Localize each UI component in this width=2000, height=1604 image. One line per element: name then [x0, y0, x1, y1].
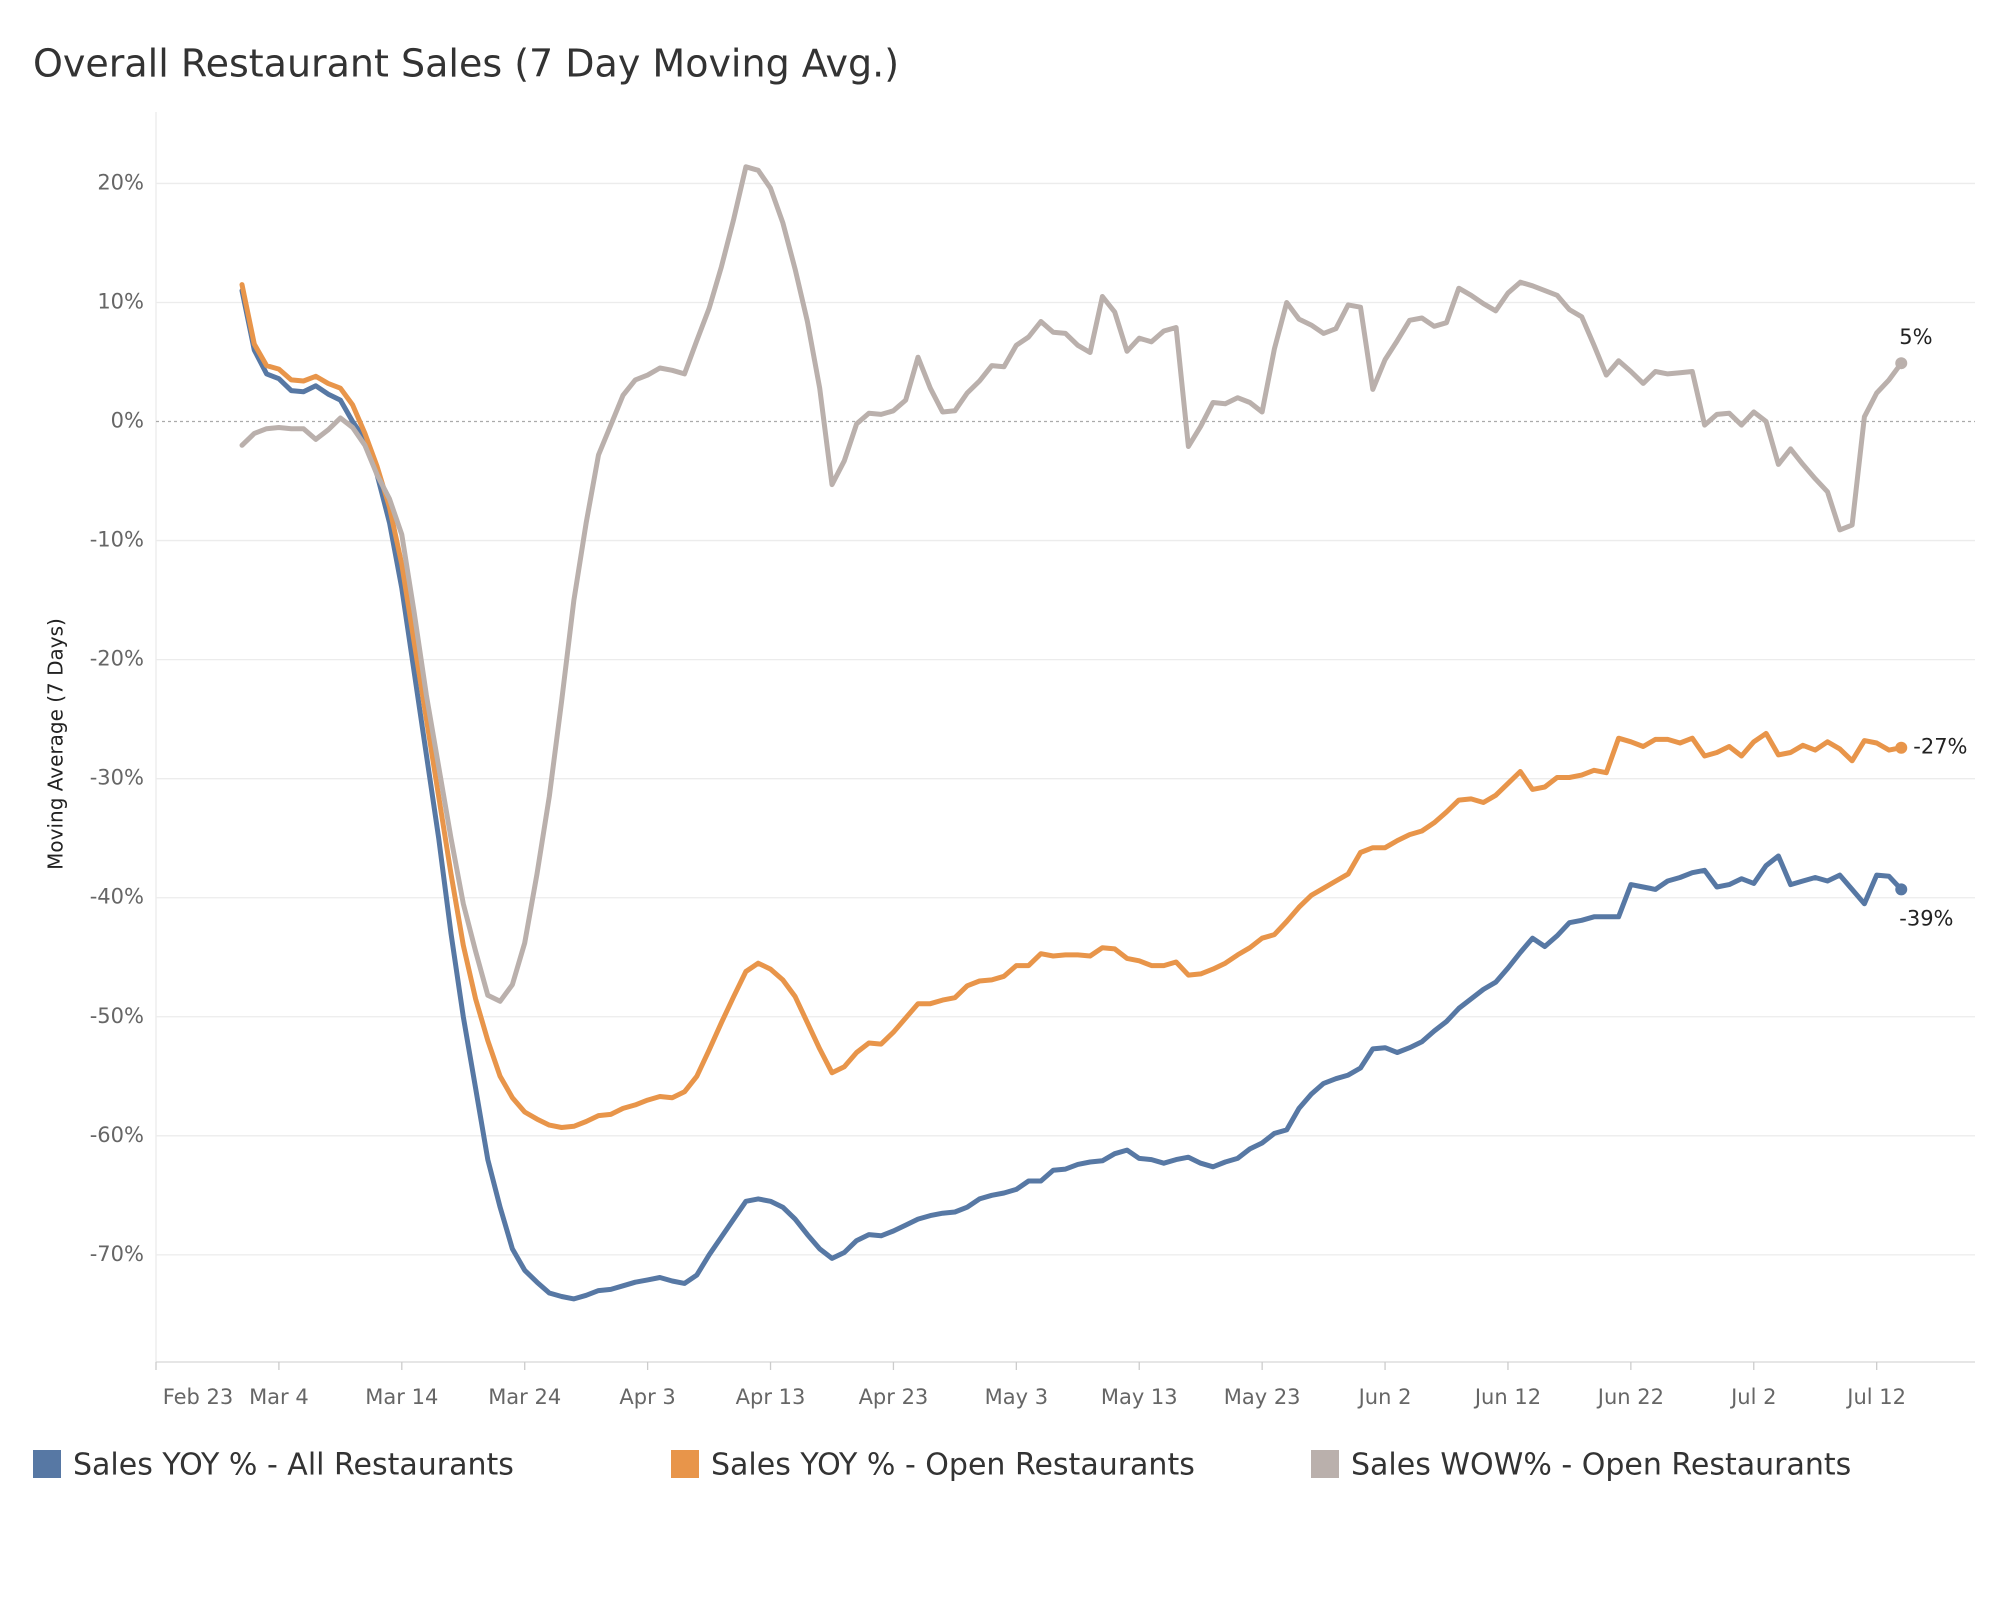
x-tick-label: Apr 13 [736, 1385, 806, 1409]
x-tick-label: Mar 24 [488, 1385, 561, 1409]
end-point [1895, 741, 1908, 754]
end-label: 5% [1899, 325, 1932, 349]
legend-swatch [33, 1450, 61, 1478]
series-line [239, 282, 1904, 1130]
end-point [1895, 883, 1908, 896]
legend-swatch [671, 1450, 699, 1478]
x-tick-label: Jul 12 [1845, 1385, 1906, 1409]
x-tick-label: Jun 2 [1357, 1385, 1412, 1409]
y-tick-label: -40% [90, 885, 144, 909]
y-tick-label: -60% [90, 1123, 144, 1147]
y-tick-label: -70% [90, 1242, 144, 1266]
y-tick-label: -30% [90, 766, 144, 790]
x-tick-label: Apr 23 [859, 1385, 929, 1409]
end-label: -27% [1913, 735, 1967, 759]
legend-label: Sales YOY % - All Restaurants [73, 1448, 514, 1483]
chart-title: Overall Restaurant Sales (7 Day Moving A… [33, 42, 899, 86]
x-tick-label: May 13 [1101, 1385, 1178, 1409]
y-tick-label: 20% [97, 170, 144, 194]
y-axis-label: Moving Average (7 Days) [44, 618, 68, 870]
end-point [1895, 357, 1908, 370]
y-tick-label: -10% [90, 528, 144, 552]
x-tick-label: May 23 [1224, 1385, 1301, 1409]
series-line [239, 164, 1904, 1004]
y-tick-label: 0% [111, 409, 144, 433]
x-tick-label: Mar 4 [249, 1385, 309, 1409]
x-tick-label: Jul 2 [1729, 1385, 1776, 1409]
x-tick-label: Jun 12 [1473, 1385, 1541, 1409]
legend-label: Sales WOW% - Open Restaurants [1351, 1448, 1851, 1483]
x-tick-label: Jun 22 [1596, 1385, 1664, 1409]
legend-swatch [1311, 1450, 1339, 1478]
y-tick-label: -50% [90, 1004, 144, 1028]
series-line [239, 288, 1904, 1302]
legend-label: Sales YOY % - Open Restaurants [711, 1448, 1195, 1483]
x-tick-label: Feb 23 [163, 1385, 234, 1409]
x-tick-label: Mar 14 [365, 1385, 438, 1409]
y-tick-label: 10% [97, 289, 144, 313]
x-tick-label: Apr 3 [619, 1385, 675, 1409]
y-tick-label: -20% [90, 647, 144, 671]
x-tick-label: May 3 [985, 1385, 1048, 1409]
end-label: -39% [1899, 906, 1953, 930]
